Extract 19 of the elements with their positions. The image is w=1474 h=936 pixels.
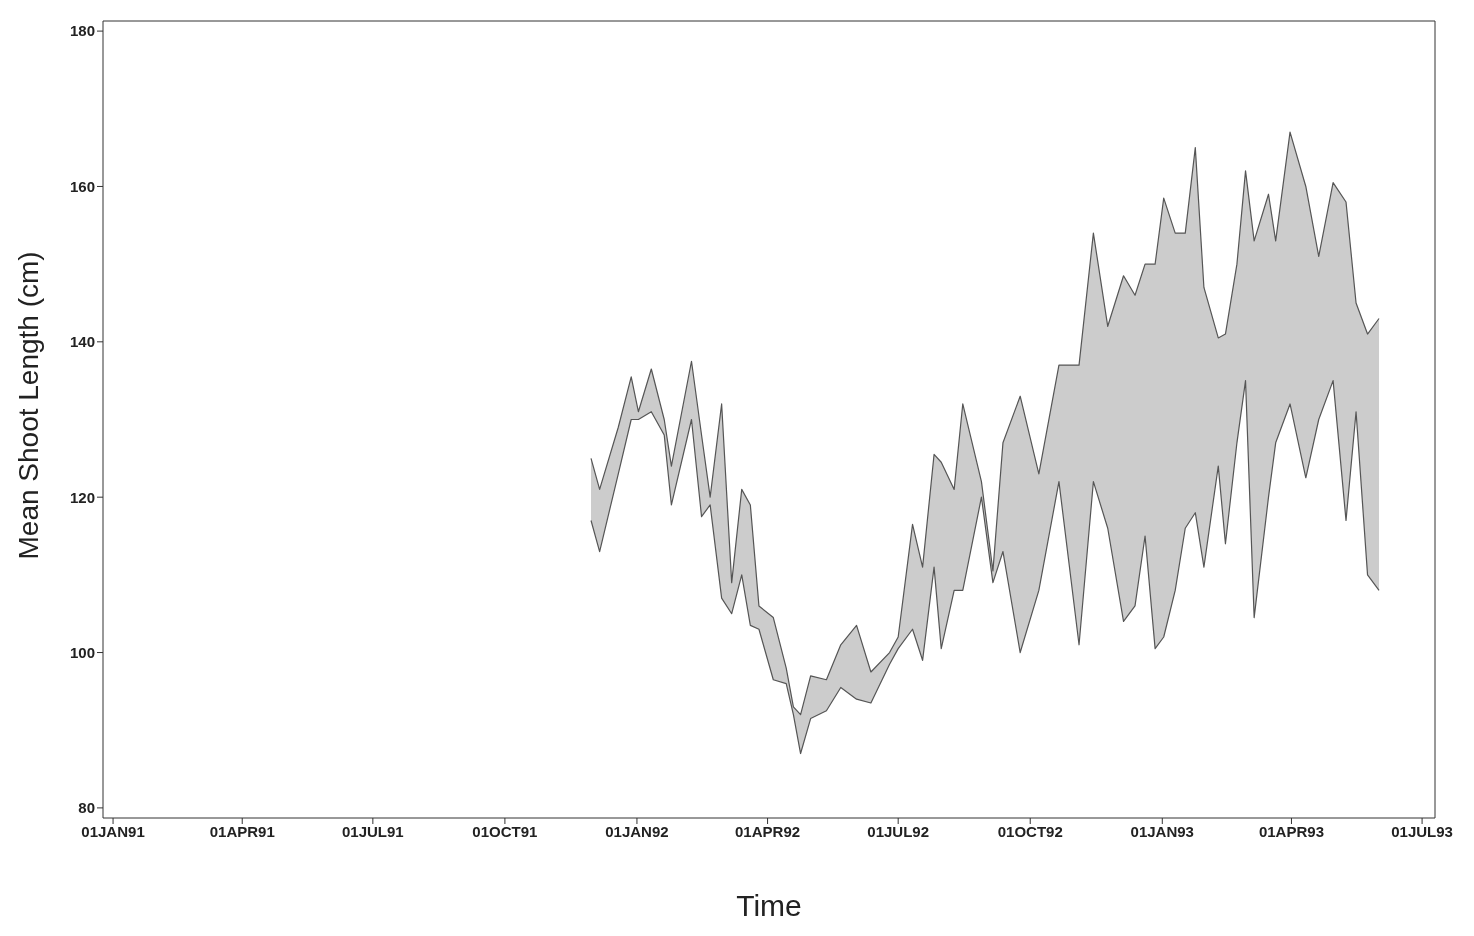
y-axis-title: Mean Shoot Length (cm) [12,251,44,560]
y-tick-label: 120 [69,488,95,506]
x-tick-label: 01JAN93 [1130,822,1194,840]
x-tick-label: 01OCT92 [997,822,1063,840]
x-tick-label: 01APR93 [1258,822,1324,840]
y-tick-label: 80 [78,799,95,817]
x-tick-label: 01OCT91 [472,822,538,840]
y-tick-label: 100 [69,643,95,661]
y-tick-label: 140 [69,333,95,351]
y-tick-label: 160 [69,177,95,195]
y-tick-label: 180 [69,22,95,40]
x-tick-label: 01APR92 [735,822,801,840]
x-axis-title: Time [736,889,802,922]
x-tick-label: 01JUL92 [867,822,930,840]
x-tick-label: 01JAN91 [81,822,145,840]
x-tick-label: 01JAN92 [605,822,669,840]
x-tick-label: 01APR91 [209,822,275,840]
x-tick-label: 01JUL91 [341,822,404,840]
x-tick-label: 01JUL93 [1391,822,1453,840]
